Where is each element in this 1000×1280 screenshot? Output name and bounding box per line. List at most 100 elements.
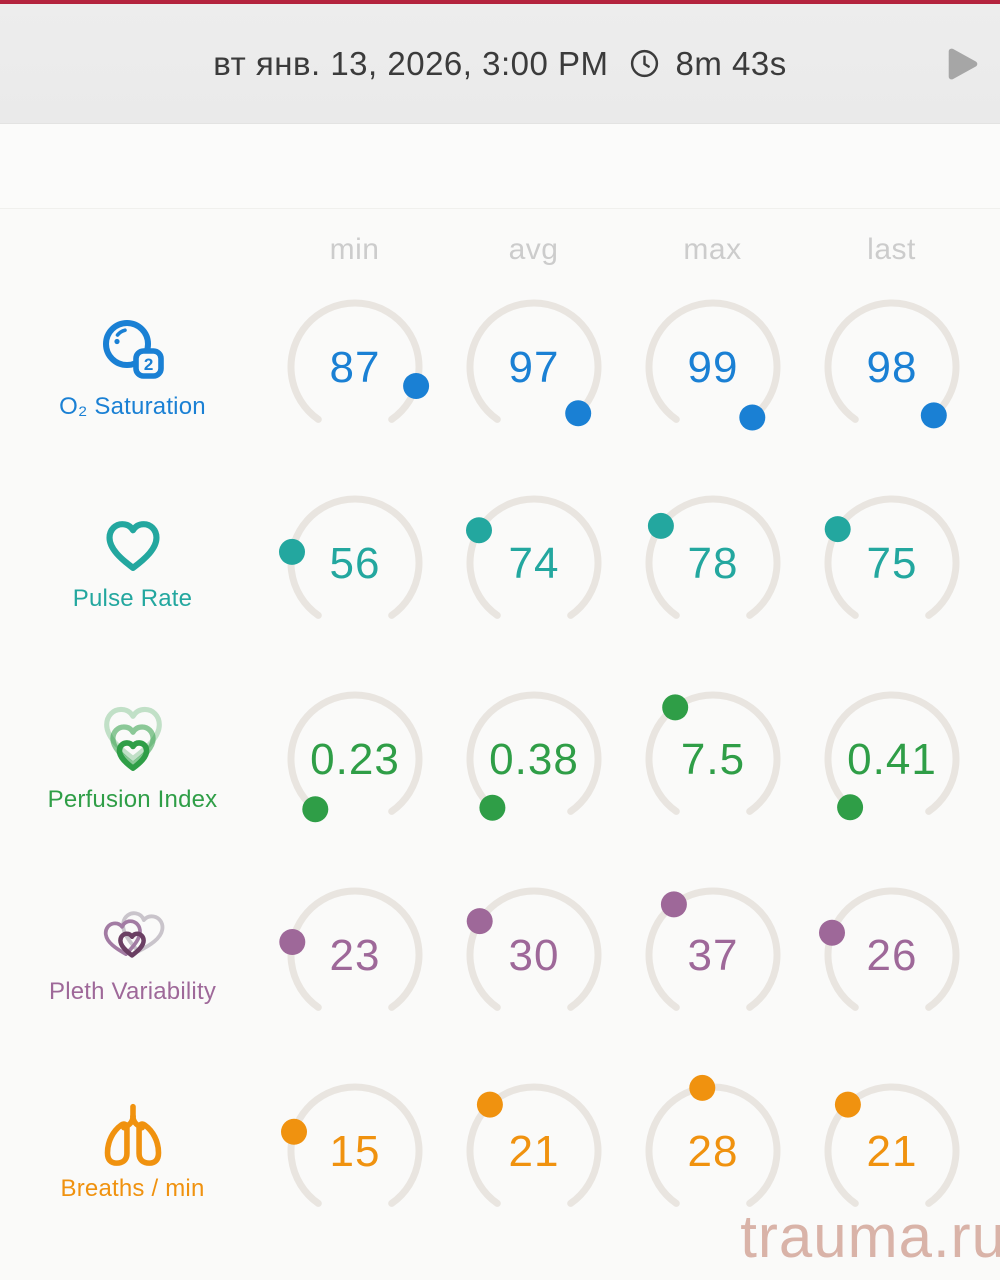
gauge-value: 23 xyxy=(329,931,380,980)
gauge-value: 15 xyxy=(329,1127,380,1176)
gauge-dot xyxy=(660,891,687,918)
gauge-value: 26 xyxy=(866,931,917,980)
gauge-dial: 75 xyxy=(824,495,959,619)
gauge-pulse-rate-max: 78 xyxy=(633,483,793,643)
perfusion-index-icon xyxy=(94,705,172,779)
gauge-dot xyxy=(564,400,591,427)
gauge-dial: 99 xyxy=(645,299,780,431)
gauge-pulse-rate-last: 75 xyxy=(812,483,972,643)
metric-row-pleth-variability: Pleth Variability 23 30 37 xyxy=(0,857,1000,1053)
gauge-dot xyxy=(836,794,863,821)
gauge-dot xyxy=(478,794,505,821)
gauge-dial: 0.38 xyxy=(466,691,601,821)
gauge-dial: 28 xyxy=(645,1074,780,1207)
metric-name-o-saturation: O₂ Saturation xyxy=(59,392,206,420)
gauge-dial: 78 xyxy=(645,495,780,619)
gauge-value: 37 xyxy=(687,931,738,980)
gauge-dial: 26 xyxy=(818,887,959,1011)
breaths-icon xyxy=(94,1100,172,1168)
gauge-value: 97 xyxy=(508,343,559,392)
gauge-pulse-rate-min: 56 xyxy=(275,483,435,643)
gauge-value: 99 xyxy=(687,343,738,392)
gauge-pleth-variability-min: 23 xyxy=(275,875,435,1035)
gauge-dial: 37 xyxy=(645,887,780,1011)
o2-saturation-icon: 2 xyxy=(94,314,170,386)
gauge-breaths-min-max: 28 xyxy=(633,1071,793,1231)
gauge-dot xyxy=(818,919,845,946)
column-header-last: last xyxy=(867,233,916,266)
gauge-dot xyxy=(301,796,328,823)
gauge-dial: 30 xyxy=(466,887,601,1011)
play-button[interactable] xyxy=(942,42,984,86)
pleth-variability-icon xyxy=(91,905,175,971)
gauge-dial: 98 xyxy=(824,299,959,429)
content-gap xyxy=(0,124,1000,208)
metrics-panel: min avg max last 2 O₂ Saturation 87 xyxy=(0,208,1000,1249)
metric-name-perfusion-index: Perfusion Index xyxy=(47,785,218,813)
gauge-pulse-rate-avg: 74 xyxy=(454,483,614,643)
metric-label-cell: Breaths / min xyxy=(61,1100,205,1203)
gauge-breaths-min-avg: 21 xyxy=(454,1071,614,1231)
gauge-dot xyxy=(738,404,765,431)
gauge-dial: 0.23 xyxy=(287,691,422,823)
gauge-dot xyxy=(465,517,492,544)
gauge-dial: 21 xyxy=(466,1083,601,1207)
metric-label-cell: Perfusion Index xyxy=(48,705,218,814)
gauge-value: 0.38 xyxy=(489,735,579,784)
gauge-dial: 97 xyxy=(466,299,601,427)
gauge-dial: 21 xyxy=(824,1083,959,1207)
column-header-min: min xyxy=(329,233,380,266)
column-header-max: max xyxy=(683,233,742,266)
gauge-dial: 15 xyxy=(280,1083,422,1207)
gauge-dot xyxy=(402,373,429,399)
gauge-value: 28 xyxy=(687,1127,738,1176)
gauge-pleth-variability-avg: 30 xyxy=(454,875,614,1035)
gauge-dot xyxy=(647,512,674,539)
gauge-o-saturation-max: 99 xyxy=(633,287,793,447)
top-accent-bar xyxy=(0,0,1000,4)
play-icon xyxy=(948,48,978,79)
metric-row-breaths-min: Breaths / min 15 21 28 21 xyxy=(0,1053,1000,1249)
metric-name-breaths-min: Breaths / min xyxy=(60,1174,205,1202)
session-info: вт янв. 13, 2026, 3:00 PM 8m 43s xyxy=(0,4,1000,123)
metric-name-pulse-rate: Pulse Rate xyxy=(72,584,193,612)
gauge-dot xyxy=(834,1091,861,1118)
gauge-dial: 7.5 xyxy=(645,691,780,815)
gauge-perfusion-index-max: 7.5 xyxy=(633,679,793,839)
gauge-dot xyxy=(824,516,851,543)
gauge-value: 21 xyxy=(508,1127,559,1176)
gauge-value: 75 xyxy=(866,539,917,588)
gauge-dot xyxy=(280,1118,307,1145)
gauge-dot xyxy=(476,1091,503,1118)
gauge-dial: 23 xyxy=(278,887,422,1011)
metric-label-cell: 2 O₂ Saturation xyxy=(59,314,206,421)
gauge-dial: 56 xyxy=(278,495,422,619)
metric-name-pleth-variability: Pleth Variability xyxy=(48,977,217,1005)
metric-row-pulse-rate: Pulse Rate 56 74 78 75 xyxy=(0,465,1000,661)
heart-icon xyxy=(98,514,168,578)
gauge-breaths-min-last: 21 xyxy=(812,1071,972,1231)
gauge-value: 30 xyxy=(508,931,559,980)
gauge-pleth-variability-last: 26 xyxy=(812,875,972,1035)
gauge-o-saturation-avg: 97 xyxy=(454,287,614,447)
gauge-dot xyxy=(278,929,305,955)
clock-icon xyxy=(630,49,658,78)
gauge-o-saturation-min: 87 xyxy=(275,287,435,447)
gauge-dot xyxy=(466,908,493,935)
metric-row-o-saturation: 2 O₂ Saturation 87 97 99 xyxy=(0,269,1000,465)
gauge-value: 0.41 xyxy=(847,735,937,784)
gauge-dial: 0.41 xyxy=(824,691,959,821)
gauge-dot xyxy=(278,538,305,565)
gauge-dot xyxy=(661,694,688,721)
column-headers: min avg max last xyxy=(0,209,1000,269)
gauge-perfusion-index-last: 0.41 xyxy=(812,679,972,839)
gauge-breaths-min-min: 15 xyxy=(275,1071,435,1231)
gauge-value: 98 xyxy=(866,343,917,392)
session-date: вт янв. 13, 2026, 3:00 PM xyxy=(213,44,609,82)
gauge-dial: 87 xyxy=(287,299,429,423)
gauge-pleth-variability-max: 37 xyxy=(633,875,793,1035)
gauge-value: 56 xyxy=(329,539,380,588)
gauge-dial: 74 xyxy=(465,495,601,619)
session-duration: 8m 43s xyxy=(675,44,787,82)
